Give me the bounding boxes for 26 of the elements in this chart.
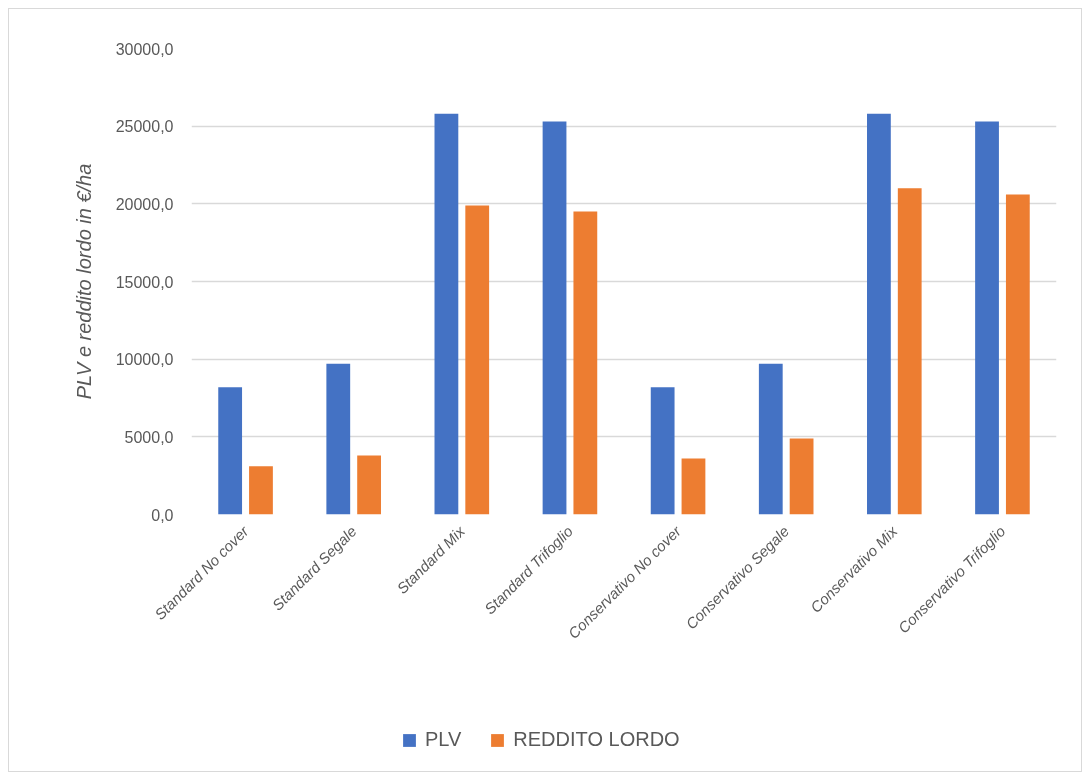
legend-label: PLV <box>425 728 462 751</box>
bar <box>681 458 706 515</box>
y-axis-title: PLV e reddito lordo in €/ha <box>72 163 95 400</box>
bar <box>326 363 351 515</box>
bar <box>650 387 675 515</box>
bar <box>218 387 243 515</box>
y-tick-label: 10000,0 <box>115 351 174 369</box>
bar <box>897 188 922 515</box>
legend-label: REDDITO LORDO <box>513 728 680 751</box>
bar <box>434 113 459 515</box>
y-tick-label: 30000,0 <box>115 40 174 58</box>
bar <box>249 466 273 515</box>
bar <box>789 438 814 515</box>
bar <box>1005 194 1030 515</box>
y-tick-label: 25000,0 <box>115 118 174 136</box>
bar <box>465 205 490 515</box>
bar <box>975 121 999 515</box>
y-tick-label: 0,0 <box>151 506 174 524</box>
bar <box>573 211 598 515</box>
bar <box>758 363 783 515</box>
bar <box>357 455 381 515</box>
y-tick-label: 20000,0 <box>115 195 174 213</box>
bar <box>542 121 567 515</box>
y-tick-label: 5000,0 <box>124 428 174 446</box>
y-tick-label: 15000,0 <box>115 273 174 291</box>
bar <box>867 113 891 515</box>
